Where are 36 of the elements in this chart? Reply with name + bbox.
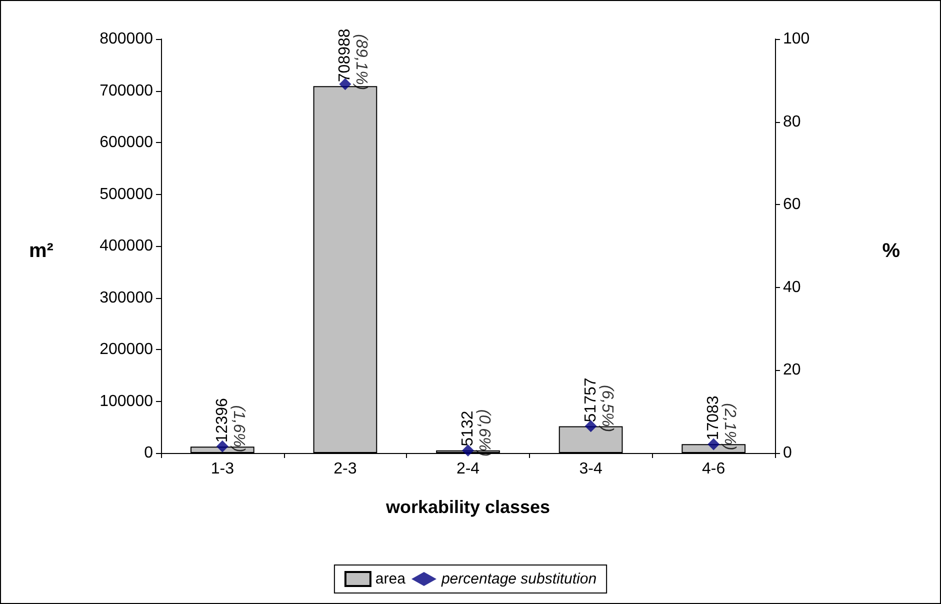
x-tick-label: 2-3 — [334, 460, 357, 478]
y-tick-label: 200000 — [100, 341, 154, 358]
y-tick-label: 100000 — [100, 392, 154, 410]
data-label: (0,6%) — [476, 409, 492, 457]
y-axis-title: m² — [29, 240, 54, 262]
data-label: 12396 — [214, 398, 231, 443]
point — [708, 438, 720, 450]
data-label: (6,5%) — [598, 384, 616, 432]
y2-tick-label: 100 — [783, 30, 810, 48]
y2-tick-label: 60 — [783, 196, 801, 214]
data-label: 708988 — [336, 28, 354, 82]
data-label: 5132 — [460, 410, 476, 446]
y-tick-label: 0 — [144, 444, 154, 462]
y2-tick-label: 40 — [783, 278, 801, 296]
x-tick-label: 1-3 — [210, 460, 234, 478]
y-tick-label: 400000 — [100, 238, 154, 254]
data-label: (1,6%) — [230, 405, 247, 452]
y-tick-label: 700000 — [100, 82, 154, 100]
data-label: 51757 — [582, 378, 600, 422]
y-tick-label: 600000 — [100, 134, 154, 151]
legend-label: percentage substitution — [440, 570, 597, 588]
y2-tick-label: 80 — [783, 113, 801, 130]
y-tick-label: 800000 — [100, 30, 154, 48]
y-tick-label: 300000 — [100, 289, 154, 306]
y2-tick-label: 0 — [783, 444, 792, 462]
legend-label: area — [375, 570, 406, 588]
y-tick-label: 500000 — [100, 186, 154, 203]
data-label: 17083 — [705, 396, 722, 440]
data-label: (2,1%) — [721, 403, 738, 450]
y2-tick-label: 20 — [783, 362, 801, 379]
x-tick-label: 2-4 — [456, 460, 480, 478]
x-tick-label: 4-6 — [702, 460, 726, 478]
y2-axis-title: % — [882, 240, 900, 262]
x-tick-label: 3-4 — [579, 460, 602, 478]
x-axis-title: workability classes — [384, 497, 550, 517]
data-label: (89,1%) — [352, 34, 370, 90]
